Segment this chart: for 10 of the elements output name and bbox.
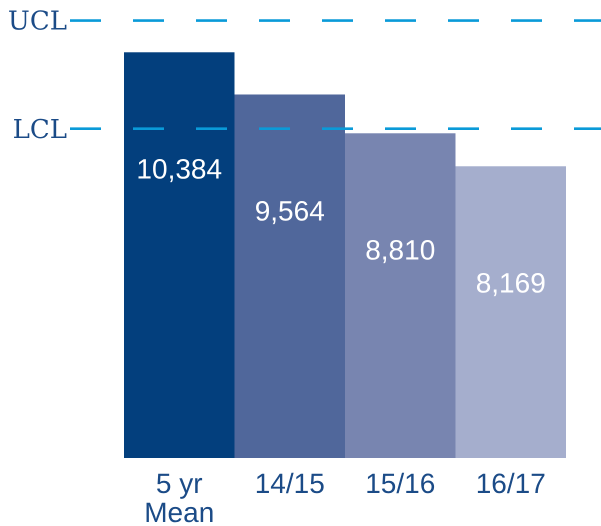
ref-line-label: UCL <box>8 6 67 37</box>
x-tick-label: 14/15 <box>254 468 325 499</box>
ref-line-label: LCL <box>12 114 67 145</box>
data-label: 8,169 <box>476 267 546 298</box>
data-label: 9,564 <box>254 195 325 226</box>
x-tick-label: 15/16 <box>365 468 436 499</box>
data-label: 10,384 <box>136 153 222 184</box>
x-tick-label: 5 yr Mean <box>144 468 214 526</box>
data-label: 8,810 <box>365 234 436 266</box>
x-tick-label: 16/17 <box>476 468 546 499</box>
